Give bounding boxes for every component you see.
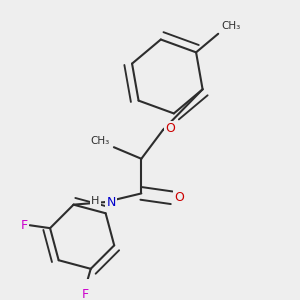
Text: F: F [21,219,28,232]
Text: F: F [81,288,88,300]
Text: O: O [174,191,184,204]
Text: H: H [91,196,100,206]
Text: O: O [165,122,175,135]
Text: N: N [107,196,116,208]
Text: CH₃: CH₃ [221,21,240,31]
Text: CH₃: CH₃ [90,136,110,146]
